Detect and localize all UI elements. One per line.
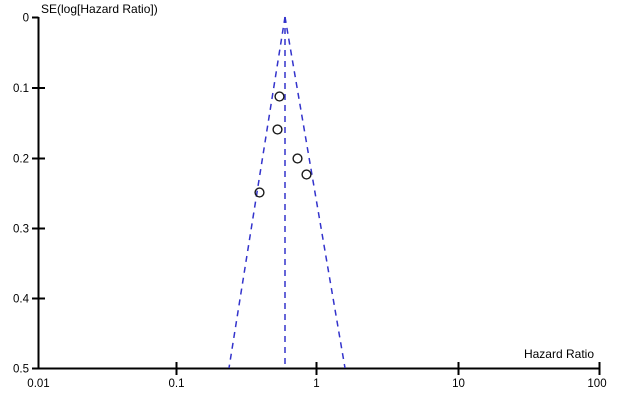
x-tick-label-0.1: 0.1 (169, 378, 185, 390)
funnel-ci-left-line (228, 16, 286, 369)
x-axis-title: Hazard Ratio (524, 347, 594, 361)
x-tick-label-100: 100 (587, 378, 606, 390)
y-axis-title: SE(log[Hazard Ratio]) (41, 2, 158, 16)
y-tick-label-0.1: 0.1 (13, 83, 29, 95)
funnel-ci-right-line (284, 16, 346, 369)
data-point-study-3 (292, 153, 303, 164)
data-point-study-2 (272, 124, 283, 135)
y-tick-label-0.4: 0.4 (13, 294, 30, 306)
y-tick-label-0: 0 (23, 13, 29, 25)
y-tick-label-0.5: 0.5 (13, 364, 29, 376)
x-tick-label-10: 10 (452, 378, 465, 390)
data-point-study-1 (274, 91, 285, 102)
x-tick-label-1: 1 (313, 378, 319, 390)
y-tick-label-0.3: 0.3 (13, 224, 29, 236)
data-point-study-4 (301, 169, 312, 180)
y-tick-label-0.2: 0.2 (13, 154, 29, 166)
data-point-study-5 (254, 187, 265, 198)
x-tick-label-0.01: 0.01 (27, 378, 49, 390)
